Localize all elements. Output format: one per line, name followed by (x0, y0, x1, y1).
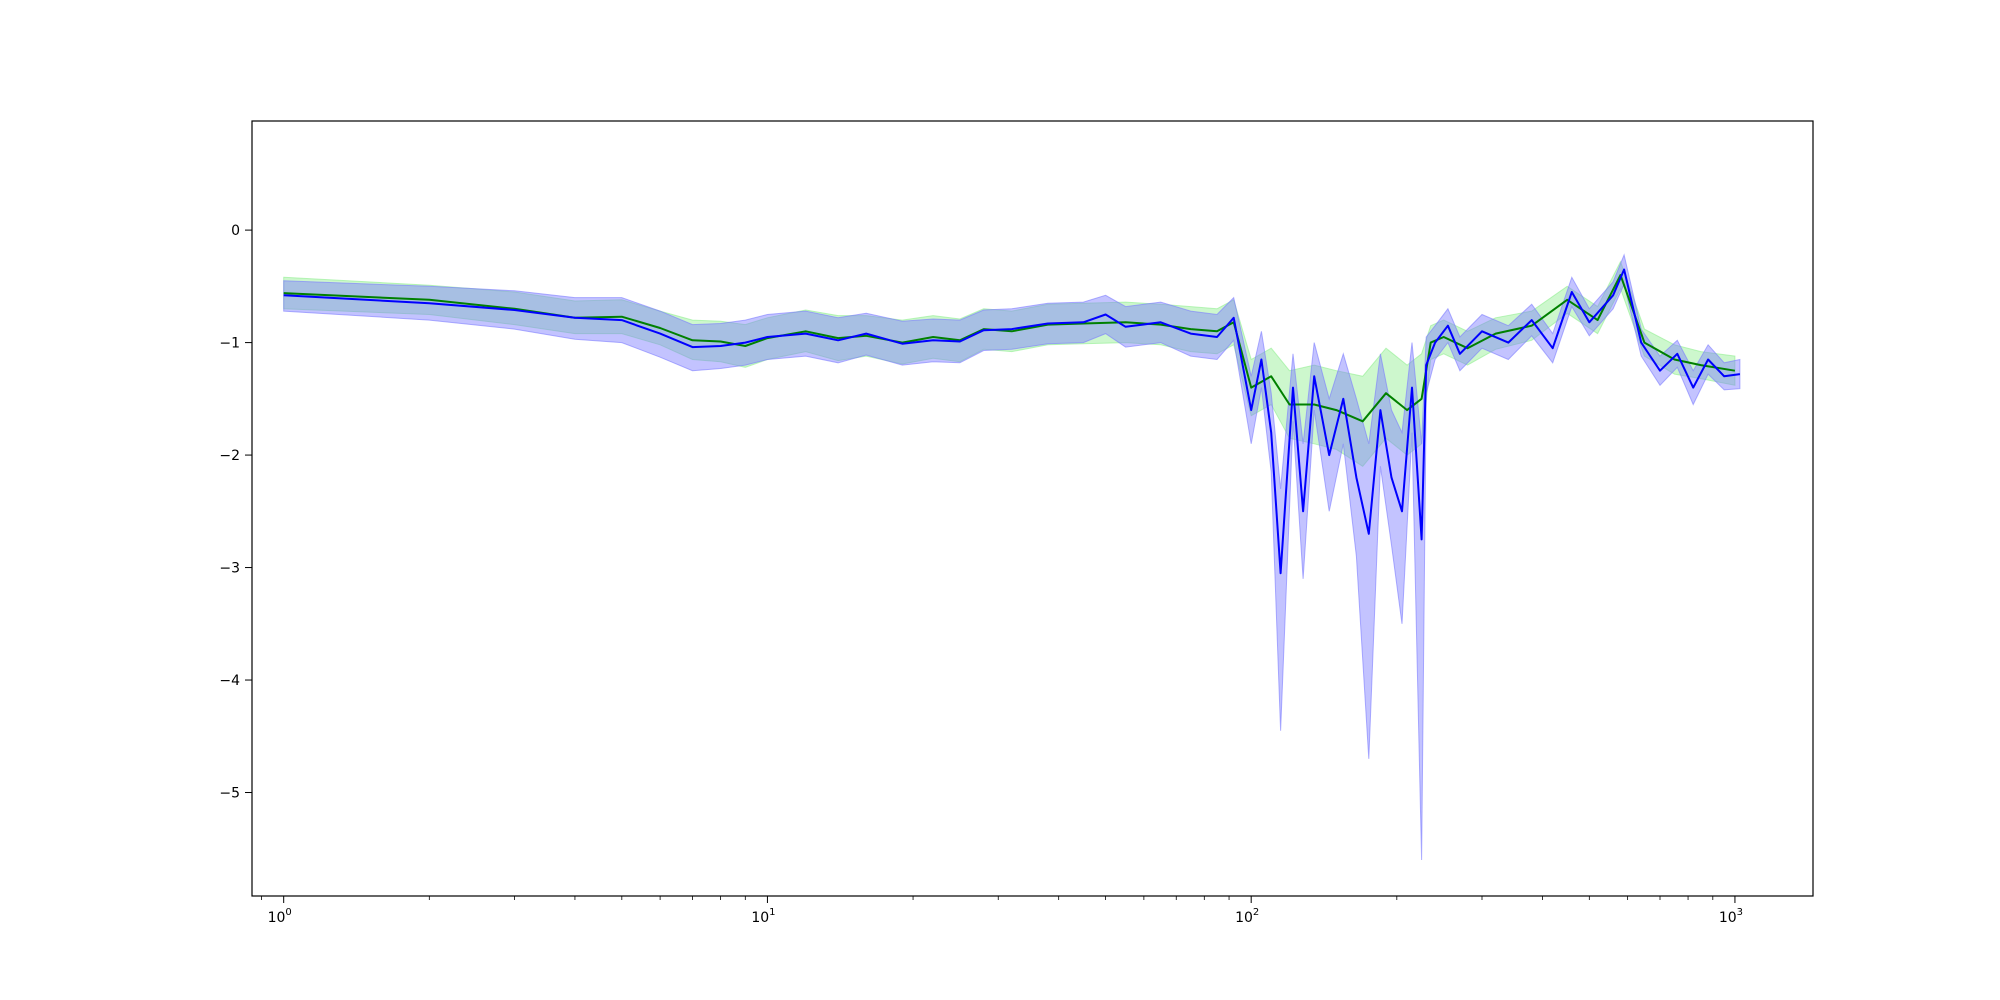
plot-area-frame (251, 120, 1814, 897)
y-tick-label: −4 (219, 673, 240, 689)
x-axis: 100 101 102 103 (261, 896, 1743, 926)
y-axis: 0 −1 −2 −3 −4 −5 (219, 223, 252, 802)
x-tick-label: 101 (751, 907, 775, 926)
y-tick-label: 0 (231, 223, 240, 239)
y-tick-label: −2 (219, 448, 240, 464)
y-tick-label: −3 (219, 561, 240, 577)
x-tick-label: 102 (1235, 907, 1259, 926)
y-tick-label: −5 (219, 786, 240, 802)
x-tick-label: 103 (1719, 907, 1743, 926)
x-tick-label: 100 (268, 907, 292, 926)
series-lines (283, 268, 1741, 575)
y-tick-label: −1 (219, 336, 240, 352)
series-2-line (283, 268, 1741, 575)
